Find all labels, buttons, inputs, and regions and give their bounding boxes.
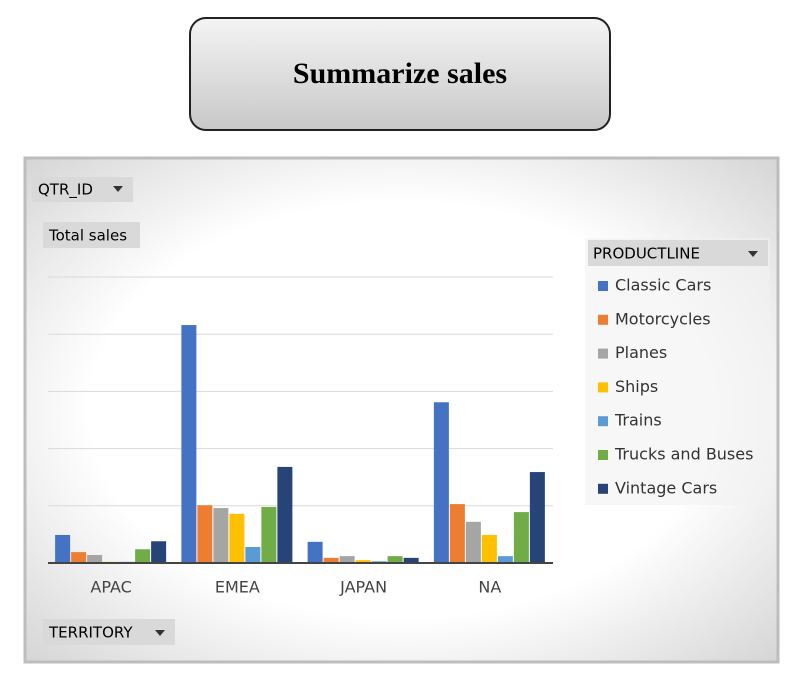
legend-title[interactable]: PRODUCTLINE bbox=[593, 245, 700, 263]
x-tick-label: APAC bbox=[90, 578, 131, 597]
bar bbox=[449, 504, 465, 563]
x-tick-label: EMEA bbox=[215, 578, 260, 597]
legend-button[interactable] bbox=[588, 240, 768, 266]
legend-swatch bbox=[598, 314, 608, 325]
dropdown-arrow[interactable] bbox=[155, 630, 165, 636]
bar bbox=[71, 552, 87, 563]
value-button-label[interactable]: Total sales bbox=[48, 227, 127, 245]
bar bbox=[465, 521, 481, 563]
legend-swatch bbox=[598, 416, 608, 427]
legend-swatch bbox=[598, 348, 608, 359]
title-button[interactable] bbox=[189, 17, 611, 131]
x-tick-label: JAPAN bbox=[339, 578, 387, 597]
bar bbox=[529, 472, 545, 563]
bar bbox=[197, 505, 213, 563]
bar bbox=[323, 557, 339, 563]
legend-swatch bbox=[598, 281, 608, 291]
legend bbox=[585, 238, 770, 505]
bar bbox=[339, 556, 355, 563]
bar bbox=[245, 546, 261, 563]
legend-label: Trucks and Buses bbox=[614, 445, 753, 464]
axis-button-label[interactable]: TERRITORY bbox=[48, 624, 133, 642]
legend-label: Motorcycles bbox=[615, 309, 711, 328]
title[interactable]: Summarize sales bbox=[293, 57, 507, 90]
legend-swatch bbox=[598, 382, 608, 393]
legend-swatch bbox=[598, 450, 608, 460]
legend-label: Planes bbox=[615, 343, 667, 362]
bar bbox=[55, 534, 71, 563]
bar bbox=[403, 557, 419, 563]
bar bbox=[387, 556, 403, 563]
legend-swatch bbox=[598, 483, 608, 494]
legend-label: Classic Cars bbox=[615, 276, 711, 295]
bar bbox=[213, 508, 229, 563]
bar bbox=[433, 402, 449, 563]
bar bbox=[135, 549, 151, 563]
axis-button[interactable] bbox=[43, 619, 175, 645]
bar bbox=[497, 556, 513, 563]
bar bbox=[307, 541, 323, 563]
bar bbox=[277, 466, 293, 563]
filter-button-label[interactable]: QTR_ID bbox=[38, 181, 93, 200]
value-button[interactable] bbox=[43, 222, 140, 248]
bar bbox=[87, 554, 103, 563]
bar bbox=[151, 541, 167, 563]
legend-label: Vintage Cars bbox=[615, 478, 717, 497]
dropdown-arrow[interactable] bbox=[113, 186, 123, 192]
bar bbox=[229, 513, 245, 563]
legend-label: Ships bbox=[615, 377, 658, 396]
bar bbox=[261, 506, 277, 563]
bar bbox=[513, 512, 529, 563]
bar bbox=[355, 560, 371, 563]
x-tick-label: NA bbox=[478, 578, 501, 597]
dropdown-arrow[interactable] bbox=[748, 251, 758, 257]
bar bbox=[481, 534, 497, 563]
bar bbox=[181, 325, 197, 563]
legend-label: Trains bbox=[614, 411, 662, 430]
